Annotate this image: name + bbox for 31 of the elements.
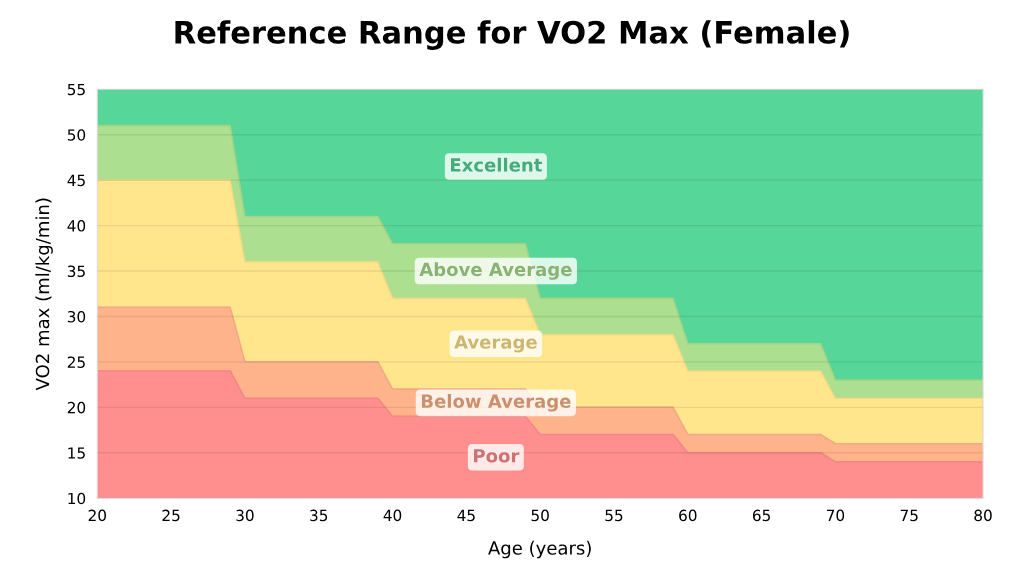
y-tick-label: 20 bbox=[67, 401, 86, 414]
x-tick-label: 30 bbox=[236, 509, 254, 522]
series-label: Average bbox=[454, 335, 537, 353]
y-tick-label: 50 bbox=[67, 129, 86, 141]
chart-title: Reference Range for VO2 Max (Female) bbox=[175, 20, 849, 50]
x-axis-title: Age (years) bbox=[488, 540, 591, 559]
x-tick-label: 20 bbox=[88, 509, 106, 522]
x-tick-label: 70 bbox=[826, 509, 845, 522]
x-tick-label: 60 bbox=[679, 509, 697, 522]
series-label: Below Average bbox=[421, 394, 571, 412]
x-tick-label: 40 bbox=[383, 509, 402, 522]
y-axis-title: VO2 max (ml/kg/min) bbox=[35, 198, 53, 391]
x-tick-label: 80 bbox=[974, 509, 992, 522]
x-tick-label: 75 bbox=[900, 509, 918, 522]
y-tick-label: 45 bbox=[67, 174, 85, 187]
y-tick-label: 55 bbox=[67, 83, 85, 96]
x-tick-label: 35 bbox=[310, 509, 328, 522]
x-tick-label: 25 bbox=[162, 509, 180, 522]
y-tick-label: 30 bbox=[67, 310, 86, 323]
x-tick-label: 50 bbox=[531, 509, 549, 522]
series-label: Poor bbox=[474, 449, 520, 463]
series-label: Above Average bbox=[419, 262, 572, 280]
series-label: Excellent bbox=[451, 157, 542, 172]
y-tick-label: 35 bbox=[67, 265, 85, 278]
y-tick-label: 10 bbox=[68, 492, 86, 505]
y-tick-label: 40 bbox=[67, 220, 86, 232]
y-tick-label: 25 bbox=[67, 356, 85, 368]
x-tick-label: 45 bbox=[457, 509, 475, 522]
x-tick-label: 65 bbox=[752, 509, 770, 522]
x-tick-label: 55 bbox=[605, 509, 623, 522]
y-tick-label: 15 bbox=[68, 447, 85, 459]
